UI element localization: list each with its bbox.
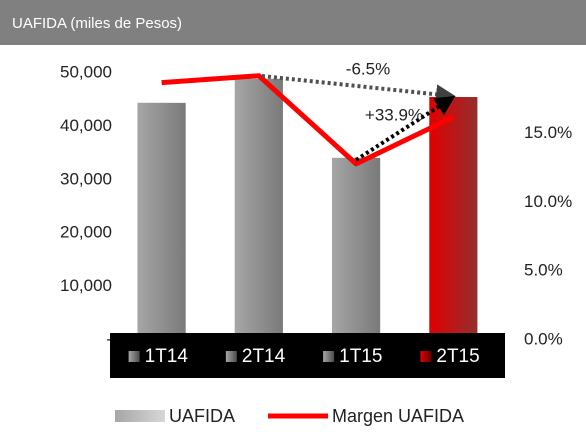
arrow (261, 74, 456, 105)
title-bar (0, 0, 586, 45)
legend-label: UAFIDA (169, 406, 235, 426)
y-tick-label: 30,000 (60, 169, 112, 188)
y2-tick-label: 15.0% (524, 123, 572, 142)
y-tick-label: 20,000 (60, 223, 112, 242)
y-tick-label: 10,000 (60, 276, 112, 295)
legend-label: Margen UAFIDA (332, 406, 464, 426)
y2-tick-label: 5.0% (524, 261, 563, 280)
arrow (354, 95, 456, 162)
plot: - 10,000 20,000 30,000 40,000 50,000 0.0% 5.0% 1… (60, 62, 572, 378)
bar (234, 78, 283, 341)
y2-tick-label: 10.0% (524, 192, 572, 211)
bar (429, 97, 478, 340)
y2-tick-label: 0.0% (524, 329, 563, 348)
category-band (110, 333, 505, 378)
annotation-arrows (261, 74, 456, 162)
annotation: +33.9% (365, 105, 423, 124)
category-swatch (323, 351, 335, 362)
x-tick-label: 2T15 (436, 346, 479, 367)
category-swatch (225, 351, 237, 362)
category-swatch (128, 351, 140, 362)
x-tick-label: 1T14 (145, 346, 189, 367)
x-tick-label: 2T14 (242, 346, 286, 367)
chart-title: UAFIDA (miles de Pesos) (12, 15, 182, 32)
y-tick-label: 50,000 (60, 62, 112, 81)
y-tick-label: - (106, 329, 112, 348)
bar (137, 102, 186, 341)
category-swatch (420, 351, 432, 362)
x-tick-label: 1T15 (339, 346, 382, 367)
bar (332, 157, 381, 340)
annotation: -6.5% (346, 59, 390, 78)
legend-swatch (115, 410, 165, 422)
y-tick-label: 40,000 (60, 116, 112, 135)
line (161, 73, 455, 167)
